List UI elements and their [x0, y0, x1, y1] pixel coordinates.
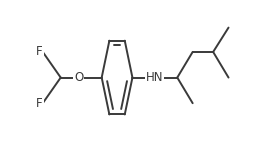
Text: HN: HN	[146, 71, 163, 84]
Text: F: F	[36, 45, 43, 58]
Text: F: F	[36, 97, 43, 110]
Text: O: O	[74, 71, 83, 84]
